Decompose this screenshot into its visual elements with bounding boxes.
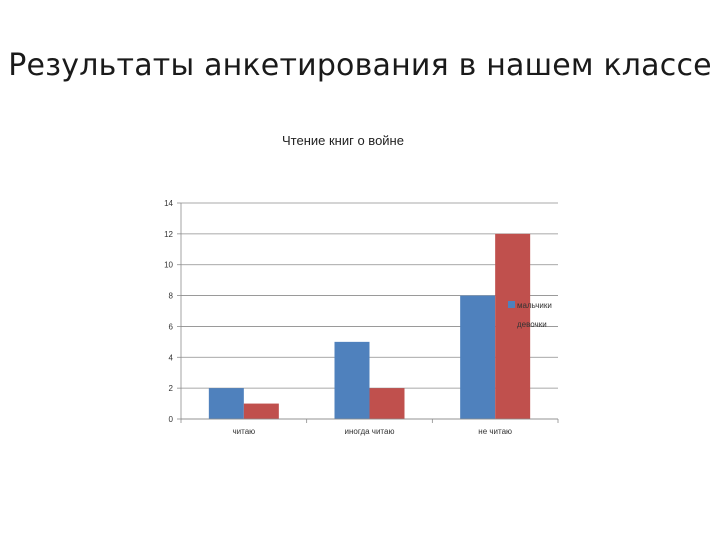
y-tick-label: 4 bbox=[169, 353, 174, 362]
bar-мальчики-иногда читаю bbox=[334, 341, 370, 419]
legend-swatch-девочки bbox=[508, 320, 515, 327]
legend: мальчики девочки bbox=[508, 301, 552, 329]
y-tick-label: 12 bbox=[164, 230, 173, 239]
legend-swatch-мальчики bbox=[508, 301, 515, 308]
bars bbox=[208, 233, 531, 419]
legend-label: девочки bbox=[517, 320, 547, 329]
legend-label: мальчики bbox=[517, 301, 552, 310]
bar-мальчики-читаю bbox=[208, 388, 244, 419]
x-category-label: не читаю bbox=[478, 427, 512, 436]
bar-девочки-иногда читаю bbox=[369, 388, 405, 419]
x-category-label: читаю bbox=[232, 427, 255, 436]
y-tick-label: 8 bbox=[169, 292, 174, 301]
chart-title: Чтение книг о войне bbox=[282, 133, 404, 148]
y-axis: 0 2 4 6 8 10 12 14 bbox=[164, 199, 182, 424]
bar-мальчики-не читаю bbox=[460, 295, 496, 419]
slide-title: Результаты анкетирования в нашем классе bbox=[8, 48, 712, 83]
x-axis: читаю иногда читаю не читаю bbox=[180, 418, 559, 436]
y-tick-label: 6 bbox=[169, 322, 174, 331]
bar-девочки-читаю bbox=[243, 403, 279, 419]
x-category-label: иногда читаю bbox=[345, 427, 395, 436]
y-tick-label: 0 bbox=[169, 415, 174, 424]
y-tick-label: 14 bbox=[164, 199, 173, 208]
y-tick-label: 10 bbox=[164, 261, 173, 270]
y-tick-label: 2 bbox=[169, 384, 174, 393]
